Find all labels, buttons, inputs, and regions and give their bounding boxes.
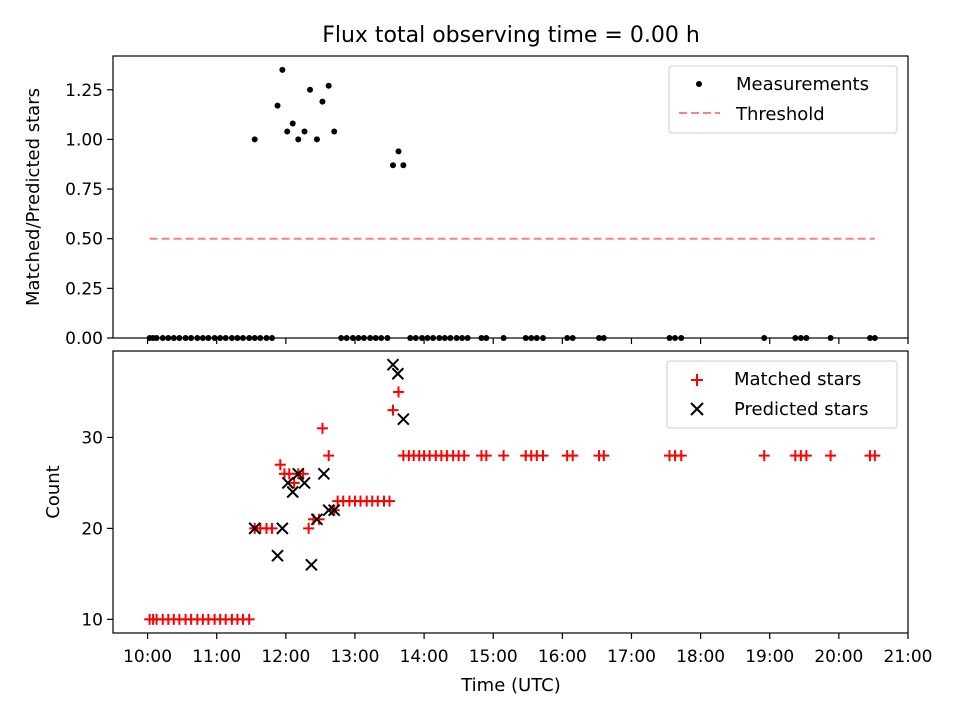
predicted-star-point bbox=[322, 503, 335, 517]
predicted-star-point bbox=[310, 513, 324, 526]
matched-star-point bbox=[387, 404, 399, 416]
matched-star-point bbox=[800, 450, 812, 462]
matched-star-point bbox=[458, 450, 470, 462]
x-tick-label: 10:00 bbox=[123, 647, 172, 667]
legend-threshold-label: Threshold bbox=[735, 104, 825, 125]
measurement-point bbox=[279, 66, 286, 73]
measurement-point bbox=[274, 102, 281, 109]
matched-star-point bbox=[266, 522, 278, 534]
predicted-star-point bbox=[386, 358, 400, 371]
matched-star-point bbox=[323, 450, 335, 462]
predicted-star-point bbox=[292, 467, 305, 481]
matched-star-point bbox=[598, 450, 610, 462]
bottom-y-tick-label: 20 bbox=[81, 519, 103, 539]
predicted-star-point bbox=[328, 503, 341, 517]
top-legend-frame bbox=[668, 65, 898, 134]
x-tick-label: 16:00 bbox=[538, 647, 587, 667]
predicted-star-point bbox=[276, 522, 289, 535]
matched-star-point bbox=[316, 422, 328, 434]
predicted-star-point bbox=[281, 476, 295, 490]
x-tick-label: 18:00 bbox=[676, 647, 725, 667]
measurement-point bbox=[289, 120, 296, 127]
measurement-point bbox=[307, 86, 314, 93]
top-y-ticks: 0.00 0.25 0.50 0.75 1.00 1.25 bbox=[65, 81, 113, 349]
matched-star-point bbox=[393, 386, 405, 398]
x-tick-label: 15:00 bbox=[469, 647, 518, 667]
measurement-point bbox=[331, 128, 338, 135]
top-y-axis-label: Matched/Predicted stars bbox=[23, 88, 44, 306]
measurement-point bbox=[325, 82, 332, 89]
measurement-point bbox=[319, 98, 326, 105]
x-tick-label: 20:00 bbox=[814, 647, 863, 667]
predicted-star-point bbox=[317, 467, 331, 481]
predicted-star-point bbox=[248, 522, 261, 535]
matched-star-point bbox=[825, 450, 837, 462]
bottom-y-tick-label: 30 bbox=[81, 428, 103, 448]
measurement-point bbox=[395, 148, 402, 155]
x-tick-label: 21:00 bbox=[884, 647, 933, 667]
bottom-marks bbox=[144, 358, 881, 625]
measurement-point bbox=[389, 162, 396, 169]
measurement-point bbox=[251, 136, 258, 143]
predicted-star-point bbox=[397, 413, 410, 426]
top-y-tick-label: 1.00 bbox=[65, 130, 103, 150]
matched-star-point bbox=[498, 450, 510, 462]
top-axes-frame bbox=[112, 55, 909, 339]
matched-star-point bbox=[384, 495, 396, 507]
matched-star-point bbox=[758, 450, 770, 462]
top-y-tick-label: 0.75 bbox=[65, 180, 103, 200]
measurement-point bbox=[313, 136, 320, 143]
top-y-tick-label: 0.25 bbox=[65, 279, 103, 299]
measurement-point bbox=[284, 128, 291, 135]
bottom-legend: Matched stars Predicted stars bbox=[666, 360, 898, 429]
legend-matched-marker bbox=[691, 374, 703, 386]
legend-predicted-label: Predicted stars bbox=[734, 399, 868, 420]
matched-star-point bbox=[274, 459, 286, 471]
predicted-star-point bbox=[286, 485, 299, 499]
legend-measurements-marker bbox=[696, 81, 702, 87]
top-y-tick-label: 0.50 bbox=[65, 230, 103, 250]
matched-star-point bbox=[567, 450, 579, 462]
x-axis-label: Time (UTC) bbox=[460, 675, 561, 696]
matched-star-point bbox=[303, 522, 315, 534]
top-panel: 0.00 0.25 0.50 0.75 1.00 1.25 Matched/Predict… bbox=[23, 55, 909, 349]
measurement-point bbox=[400, 162, 407, 169]
measurement-point bbox=[301, 128, 308, 135]
predicted-star-point bbox=[271, 549, 284, 562]
predicted-star-point bbox=[391, 367, 405, 380]
matched-star-point bbox=[537, 450, 549, 462]
x-tick-label: 11:00 bbox=[192, 647, 241, 667]
x-tick-label: 19:00 bbox=[745, 647, 794, 667]
top-y-tick-label: 1.25 bbox=[65, 81, 103, 101]
legend-predicted-marker bbox=[690, 402, 704, 416]
x-tick-label: 14:00 bbox=[400, 647, 449, 667]
predicted-star-point bbox=[305, 558, 318, 571]
bottom-panel: 10 20 30 10:00 11:00 12:00 13:00 14:00 15:00 16:… bbox=[43, 350, 933, 696]
x-tick-label: 13:00 bbox=[330, 647, 379, 667]
matched-star-point bbox=[675, 450, 687, 462]
predicted-star-point bbox=[298, 476, 311, 490]
bottom-axes-frame bbox=[112, 350, 909, 634]
bottom-y-ticks: 10 20 30 bbox=[81, 428, 113, 630]
top-y-tick-label: 0.00 bbox=[65, 329, 103, 349]
bottom-y-axis-label: Count bbox=[43, 465, 64, 518]
matched-star-point bbox=[480, 450, 492, 462]
bottom-x-ticks: 10:00 11:00 12:00 13:00 14:00 15:00 16:00 17:00… bbox=[123, 633, 933, 667]
legend-measurements-label: Measurements bbox=[736, 74, 869, 95]
matched-star-point bbox=[869, 450, 881, 462]
legend-matched-label: Matched stars bbox=[734, 369, 861, 390]
bottom-legend-frame bbox=[666, 360, 898, 429]
x-tick-label: 12:00 bbox=[261, 647, 310, 667]
matched-star-point bbox=[313, 513, 325, 525]
figure-title: Flux total observing time = 0.00 h bbox=[322, 23, 700, 48]
bottom-y-tick-label: 10 bbox=[81, 610, 103, 630]
matched-star-point bbox=[243, 613, 255, 625]
top-x-ticks bbox=[146, 338, 909, 344]
x-tick-label: 17:00 bbox=[607, 647, 656, 667]
measurement-point bbox=[295, 136, 302, 143]
top-legend: Measurements Threshold bbox=[668, 65, 898, 134]
